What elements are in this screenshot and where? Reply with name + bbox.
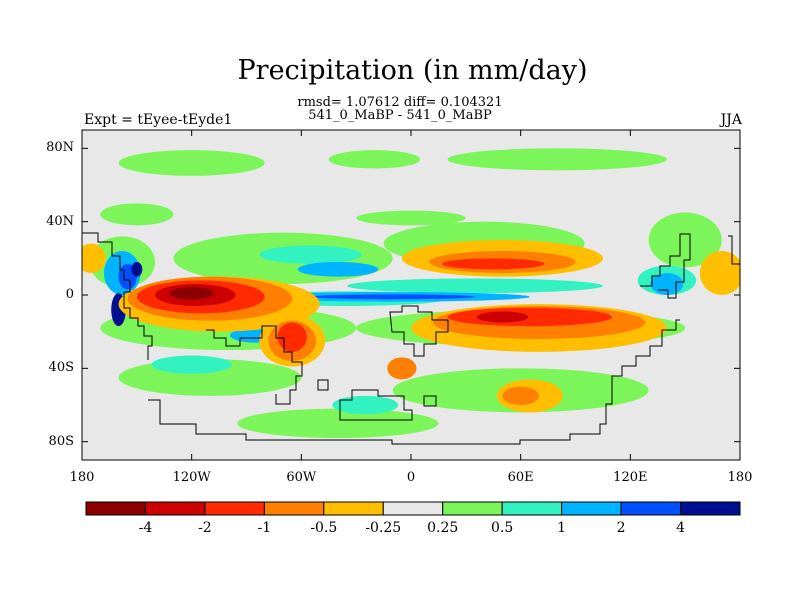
map-plot-area (81, 129, 741, 461)
season-label: JJA (720, 112, 742, 128)
colorbar-swatch-8 (561, 501, 622, 516)
colorbar-swatch-10 (680, 501, 741, 516)
precip-contour-26 (310, 294, 475, 300)
y-tick-label-4: 80S (48, 433, 74, 449)
y-tick-label-1: 40N (46, 213, 74, 229)
colorbar-swatch-5 (382, 501, 444, 516)
subtitle-line-experiments: 541_0_MaBP - 541_0_MaBP (308, 108, 492, 123)
precip-contour-3 (100, 203, 174, 226)
precip-contour-45 (277, 322, 307, 352)
x-tick-label-5: 120E (613, 470, 648, 485)
colorbar (85, 501, 741, 516)
colorbar-label-5: 0.25 (427, 520, 459, 536)
coastline-east-asia (640, 233, 691, 299)
axis-ticks (81, 130, 741, 460)
coastline-north-east (728, 235, 740, 265)
precip-contour-18 (332, 395, 399, 415)
precip-contour-29 (82, 243, 106, 273)
precip-field (82, 148, 740, 439)
precip-contour-0 (118, 150, 265, 176)
precip-contour-47 (476, 311, 528, 323)
x-tick-label-2: 60W (286, 470, 317, 485)
x-tick-label-6: 180 (727, 470, 753, 485)
precip-contour-40 (502, 386, 539, 406)
colorbar-label-4: -0.25 (365, 520, 402, 536)
precip-contour-20 (297, 262, 379, 277)
map-subtitle: rmsd= 1.07612 diff= 0.104321 541_0_MaBP … (0, 96, 800, 122)
coastlines (82, 232, 740, 445)
subtitle-line-rmsd: rmsd= 1.07612 diff= 0.104321 (297, 95, 503, 110)
map-title: Precipitation (in mm/day) (237, 55, 588, 86)
x-tick-label-0: 180 (69, 470, 95, 485)
colorbar-swatch-2 (204, 501, 265, 516)
colorbar-swatch-0 (85, 501, 146, 516)
colorbar-swatch-1 (144, 501, 206, 516)
experiment-label: Expt = tEyee-tEyde1 (84, 112, 233, 128)
coastline-south-america (206, 325, 303, 405)
precip-contour-17 (151, 355, 232, 374)
colorbar-label-3: -0.5 (310, 520, 338, 536)
precip-contour-35 (699, 251, 740, 295)
y-tick-label-0: 80N (46, 140, 74, 156)
x-tick-label-1: 120W (172, 470, 211, 485)
precip-contour-2 (447, 148, 667, 171)
coastline-west-pacific (82, 232, 153, 360)
colorbar-swatch-6 (442, 501, 503, 516)
colorbar-swatch-9 (620, 501, 682, 516)
colorbar-swatch-4 (323, 501, 384, 516)
precip-contour-44 (442, 258, 545, 270)
colorbar-label-0: -4 (138, 520, 153, 536)
precip-contour-43 (447, 307, 613, 327)
precip-contour-14 (259, 245, 362, 264)
colorbar-label-1: -2 (198, 520, 212, 536)
colorbar-label-8: 2 (616, 520, 626, 536)
precip-contour-1 (328, 150, 421, 169)
precip-contour-12 (237, 408, 439, 439)
precip-contour-5 (648, 212, 722, 268)
y-tick-label-2: 0 (65, 287, 74, 302)
precip-contour-41 (387, 357, 417, 380)
coastline-africa (389, 305, 449, 357)
coastline-antarctic-shelf (148, 319, 680, 445)
colorbar-label-9: 4 (676, 520, 685, 536)
x-tick-label-3: 0 (406, 470, 416, 485)
coastline-south-islands (317, 379, 437, 407)
x-tick-label-4: 60E (507, 470, 534, 485)
colorbar-label-6: 0.5 (491, 520, 514, 536)
coastline-antarctic-peninsula (339, 389, 413, 421)
y-tick-label-3: 40S (48, 360, 74, 376)
precip-contour-28 (131, 262, 143, 277)
colorbar-swatch-3 (263, 501, 325, 516)
precip-contour-4 (356, 210, 466, 226)
precip-contour-15 (347, 278, 603, 294)
precip-contour-48 (169, 286, 214, 300)
colorbar-label-2: -1 (257, 520, 272, 536)
colorbar-label-7: 1 (557, 520, 567, 536)
colorbar-swatch-7 (501, 501, 563, 516)
